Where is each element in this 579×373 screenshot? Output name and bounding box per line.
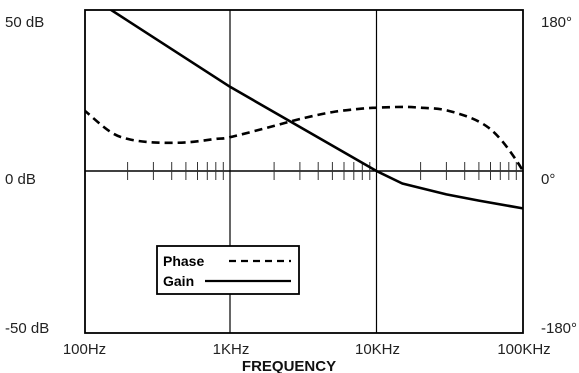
legend-box	[156, 245, 300, 295]
y-right-tick-label: 180°	[541, 14, 572, 31]
axis-tick-labels: 50 dB 0 dB -50 dB 180° 0° -180° 100Hz 1KHz 10KHz…	[5, 14, 577, 358]
legend: Phase Gain	[156, 245, 300, 295]
y-right-tick-label: 0°	[541, 171, 555, 188]
x-tick-label: 100Hz	[63, 341, 106, 358]
legend-label-gain: Gain	[163, 273, 194, 289]
y-left-tick-label: 0 dB	[5, 171, 36, 188]
y-right-tick-label: -180°	[541, 320, 577, 337]
series-line-phase	[85, 105, 523, 174]
series-lines	[85, 10, 523, 210]
x-tick-label: 1KHz	[213, 341, 250, 358]
y-left-tick-label: 50 dB	[5, 14, 44, 31]
y-left-tick-label: -50 dB	[5, 320, 49, 337]
legend-label-phase: Phase	[163, 253, 204, 269]
frequency-minor-ticks	[127, 162, 517, 180]
x-tick-label: 10KHz	[355, 341, 400, 358]
series-line-gain	[108, 10, 523, 210]
x-tick-label: 100KHz	[497, 341, 550, 358]
x-axis-title: FREQUENCY	[242, 358, 336, 373]
